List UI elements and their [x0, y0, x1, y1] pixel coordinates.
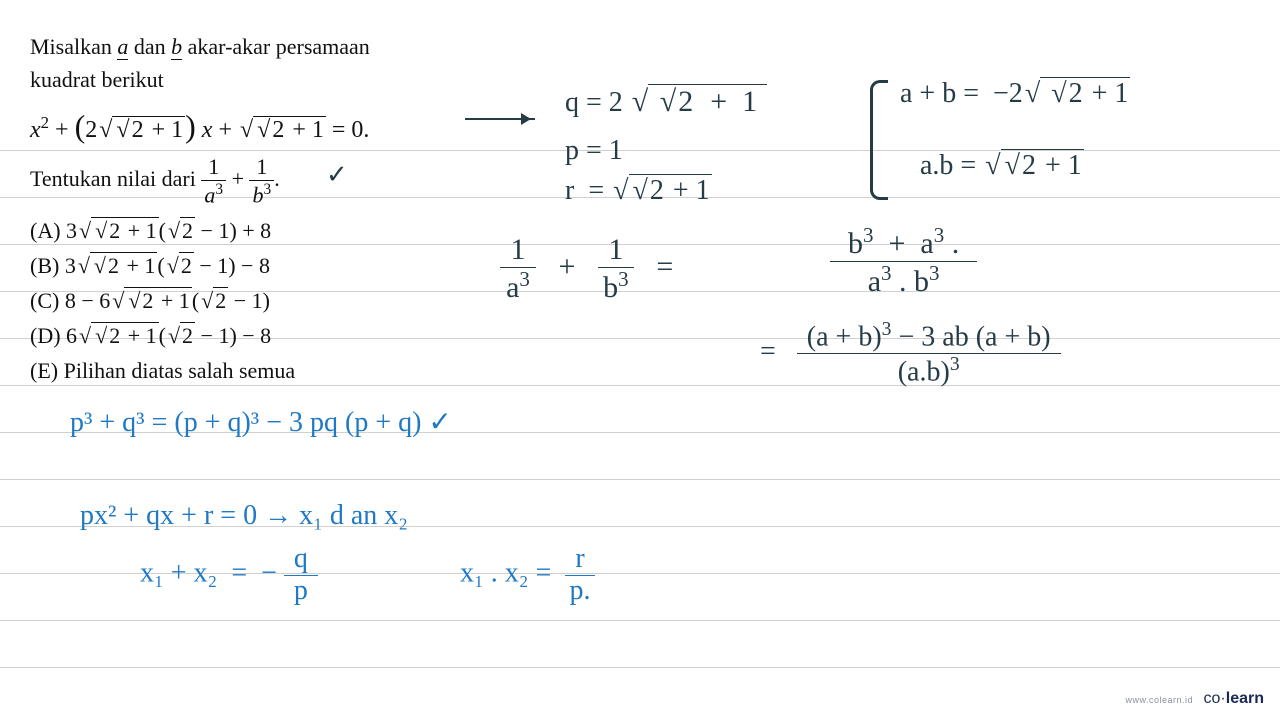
page-content: Misalkan a dan b akar-akar persamaan kua…: [0, 0, 1280, 720]
ask-frac-2: 1 b3: [249, 156, 274, 206]
question-line-2: kuadrat berikut: [30, 63, 550, 96]
ask-prefix: Tentukan nilai dari: [30, 166, 201, 191]
option-b: (B) 32 + 1(2 − 1) − 8: [30, 249, 550, 282]
question-line-1: Misalkan a dan b akar-akar persamaan: [30, 30, 550, 63]
question-equation: x2 + (22 + 1) x + 2 + 1 = 0.: [30, 102, 550, 150]
question-block: Misalkan a dan b akar-akar persamaan kua…: [30, 30, 550, 387]
option-a: (A) 32 + 1(2 − 1) + 8: [30, 214, 550, 247]
answer-options: (A) 32 + 1(2 − 1) + 8 (B) 32 + 1(2 − 1) …: [30, 214, 550, 387]
ask-frac-1: 1 a3: [201, 156, 226, 206]
option-c: (C) 8 − 62 + 1(2 − 1): [30, 284, 550, 317]
question-ask: Tentukan nilai dari 1 a3 + 1 b3 .: [30, 156, 550, 206]
option-d: (D) 62 + 1(2 − 1) − 8: [30, 319, 550, 352]
option-e: (E) Pilihan diatas salah semua: [30, 354, 550, 387]
